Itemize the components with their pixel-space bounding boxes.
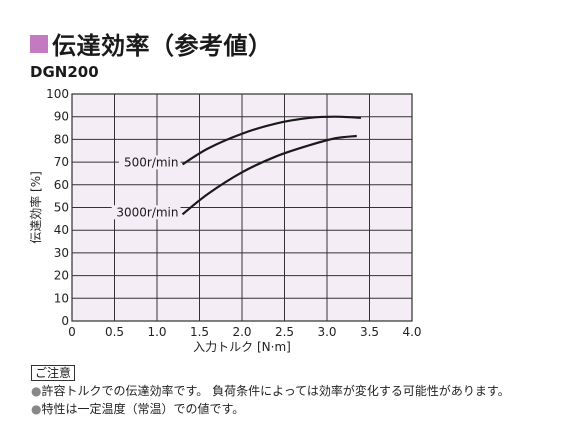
y-tick-label: 50 bbox=[54, 201, 69, 215]
x-tick-label: 2.5 bbox=[275, 325, 294, 339]
x-tick-label: 3.0 bbox=[317, 325, 336, 339]
x-tick-label: 2.0 bbox=[232, 325, 251, 339]
y-tick-label: 0 bbox=[61, 314, 69, 328]
x-tick-label: 1.0 bbox=[147, 325, 166, 339]
x-tick-labels: 0 0.5 1.0 1.5 2.0 2.5 3.0 3.5 4.0 bbox=[68, 325, 421, 339]
y-tick-label: 20 bbox=[54, 269, 69, 283]
notice-label: ご注意 bbox=[31, 365, 76, 381]
y-tick-label: 90 bbox=[54, 110, 69, 124]
note-item: ●許容トルクでの伝達効率です。 負荷条件によっては効率が変化する可能性があります… bbox=[31, 382, 510, 399]
series-line bbox=[181, 134, 357, 216]
x-tick-label: 0 bbox=[68, 325, 76, 339]
x-tick-label: 4.0 bbox=[402, 325, 421, 339]
bullet-icon: ● bbox=[31, 384, 42, 398]
title-square-marker bbox=[30, 34, 48, 53]
grid-lines bbox=[71, 93, 413, 322]
x-tick-label: 3.5 bbox=[360, 325, 379, 339]
title-row: 伝達効率（参考値） bbox=[30, 26, 273, 61]
y-tick-label: 60 bbox=[54, 178, 69, 192]
note-text: 許容トルクでの伝達効率です。 負荷条件によっては効率が変化する可能性があります。 bbox=[41, 384, 510, 398]
y-tick-label: 70 bbox=[54, 155, 69, 169]
note-item: ●特性は一定温度（常温）での値です。 bbox=[31, 400, 244, 417]
model-name: DGN200 bbox=[30, 63, 99, 81]
y-tick-label: 40 bbox=[54, 223, 69, 237]
x-axis-label: 入力トルク [N·m] bbox=[193, 340, 291, 354]
y-tick-label: 30 bbox=[54, 246, 69, 260]
y-tick-labels: 0 10 20 30 40 50 60 70 80 90 100 bbox=[46, 87, 69, 328]
bullet-icon: ● bbox=[31, 402, 42, 416]
note-text: 特性は一定温度（常温）での値です。 bbox=[41, 402, 245, 416]
series-label-background bbox=[118, 155, 181, 170]
x-tick-label: 1.5 bbox=[190, 325, 209, 339]
series-label: 3000r/min bbox=[116, 205, 178, 219]
y-tick-label: 80 bbox=[54, 132, 69, 146]
x-tick-label: 0.5 bbox=[105, 325, 124, 339]
series-label: 500r/min bbox=[124, 155, 179, 169]
y-tick-label: 100 bbox=[46, 87, 69, 101]
series-line bbox=[181, 115, 362, 166]
y-tick-label: 10 bbox=[54, 291, 69, 305]
page-title: 伝達効率（参考値） bbox=[52, 32, 273, 60]
y-axis-label: 伝達効率 [%] bbox=[28, 171, 43, 244]
series-group: 500r/min 3000r/min bbox=[111, 115, 362, 220]
series-label-background bbox=[111, 205, 181, 220]
